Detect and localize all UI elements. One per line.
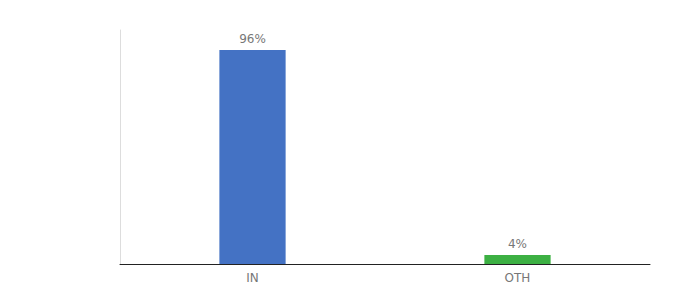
svg-text:4%: 4% [508, 237, 527, 251]
svg-text:IN: IN [246, 271, 259, 285]
svg-text:OTH: OTH [505, 271, 531, 285]
svg-text:96%: 96% [239, 32, 266, 46]
